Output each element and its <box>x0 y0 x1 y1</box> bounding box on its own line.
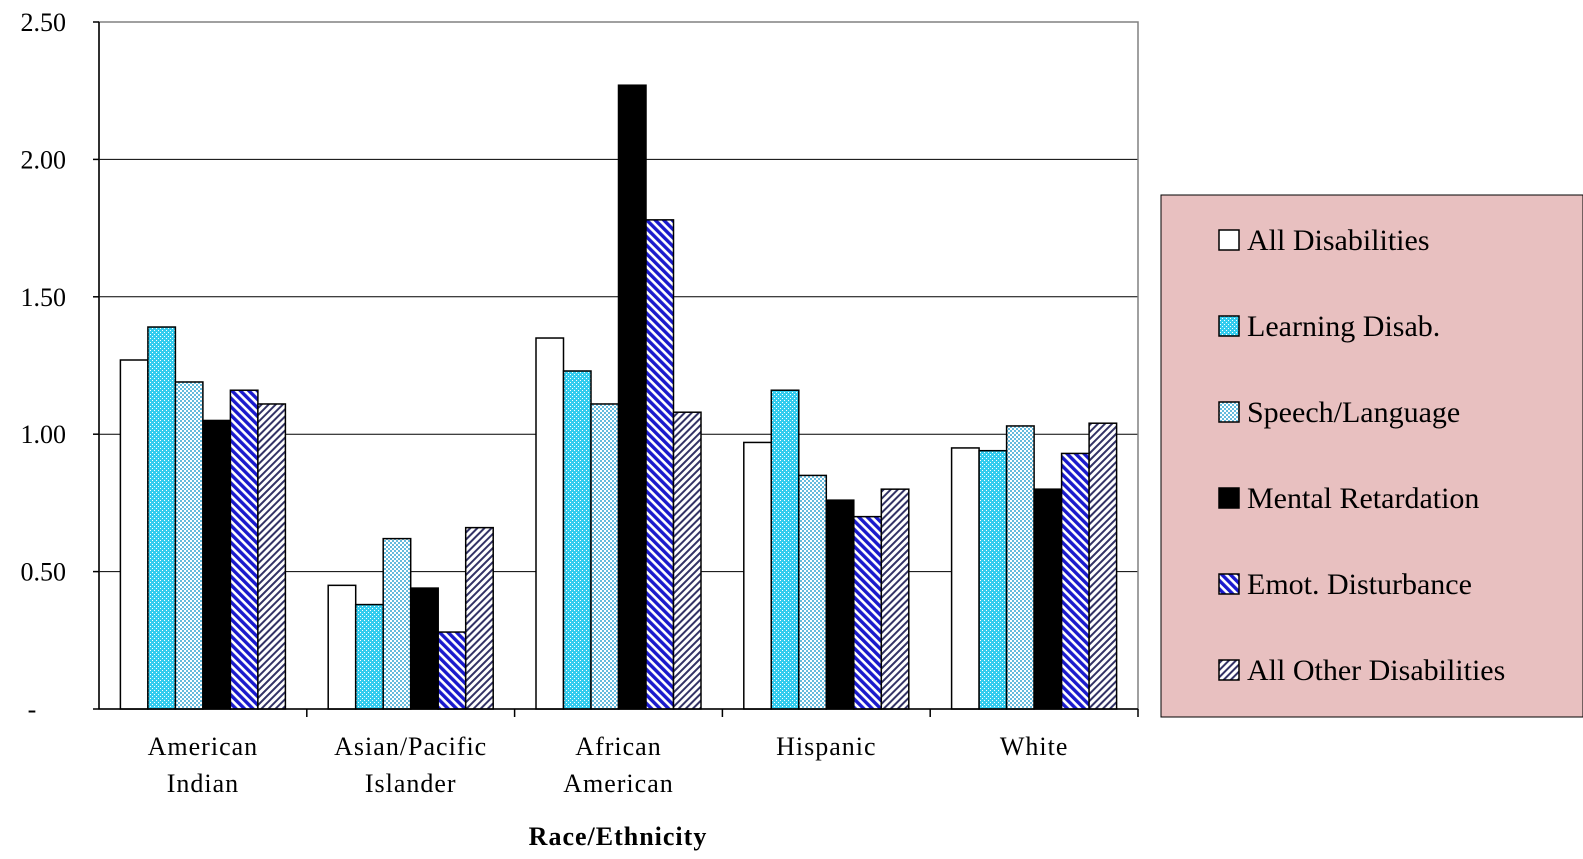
bar <box>672 411 702 710</box>
y-tick-label: 2.00 <box>21 145 67 174</box>
legend-swatch <box>1218 659 1240 681</box>
legend-label: Mental Retardation <box>1247 482 1479 515</box>
legend-swatch <box>1218 487 1240 509</box>
legend-label: Emot. Disturbance <box>1247 568 1472 601</box>
legend-swatch <box>1218 229 1240 251</box>
legend: All Disabilities Learning Disab. Speech/La… <box>1160 194 1583 718</box>
bar <box>147 326 177 710</box>
bar <box>327 584 357 710</box>
bar <box>409 587 439 710</box>
bar <box>743 441 773 710</box>
bar <box>354 603 384 710</box>
x-category-label: Islander <box>365 769 457 798</box>
bar <box>562 370 592 710</box>
x-category-label: American <box>563 769 674 798</box>
legend-swatch <box>1218 401 1240 423</box>
y-tick-label: 1.50 <box>21 283 67 312</box>
bar <box>1060 452 1090 710</box>
bar <box>978 449 1008 710</box>
bar <box>617 84 647 710</box>
bar <box>202 419 232 710</box>
x-category-label: White <box>1000 732 1069 761</box>
legend-label: All Other Disabilities <box>1247 654 1505 687</box>
x-category-label: African <box>575 732 661 761</box>
legend-label: All Disabilities <box>1247 224 1430 257</box>
bar <box>437 631 467 710</box>
bar <box>464 526 494 710</box>
bar <box>798 474 828 710</box>
bar <box>257 403 287 710</box>
x-category-label: Indian <box>167 769 239 798</box>
legend-label: Speech/Language <box>1247 396 1460 429</box>
x-category-label: American <box>148 732 259 761</box>
legend-swatch <box>1218 315 1240 337</box>
bar <box>382 537 412 710</box>
bar <box>1005 425 1035 710</box>
axes <box>93 21 1139 717</box>
bar <box>119 359 149 710</box>
bar <box>853 515 883 710</box>
bar <box>880 488 910 710</box>
bar <box>950 447 980 710</box>
bar <box>174 381 204 710</box>
y-tick-label: 0.50 <box>21 558 67 587</box>
y-tick-labels: - 0.50 1.00 1.50 2.00 2.50 <box>21 8 67 724</box>
bar <box>1033 488 1063 710</box>
bar <box>645 219 675 710</box>
bar <box>535 337 565 710</box>
bar <box>770 389 800 710</box>
bars <box>119 84 1118 710</box>
x-category-labels: American Indian Asian/Pacific Islander Afric… <box>148 732 1069 798</box>
bar <box>825 499 855 710</box>
y-tick-label: 1.00 <box>21 420 67 449</box>
x-axis-title: Race/Ethnicity <box>529 822 708 851</box>
legend-box <box>1160 194 1583 718</box>
x-category-label: Hispanic <box>776 732 876 761</box>
y-tick-label: - <box>28 695 37 724</box>
bar <box>1088 422 1118 710</box>
legend-swatch <box>1218 573 1240 595</box>
x-category-label: Asian/Pacific <box>334 732 487 761</box>
legend-label: Learning Disab. <box>1247 310 1440 343</box>
bar <box>590 403 620 710</box>
bar <box>229 389 259 710</box>
y-tick-label: 2.50 <box>21 8 67 37</box>
